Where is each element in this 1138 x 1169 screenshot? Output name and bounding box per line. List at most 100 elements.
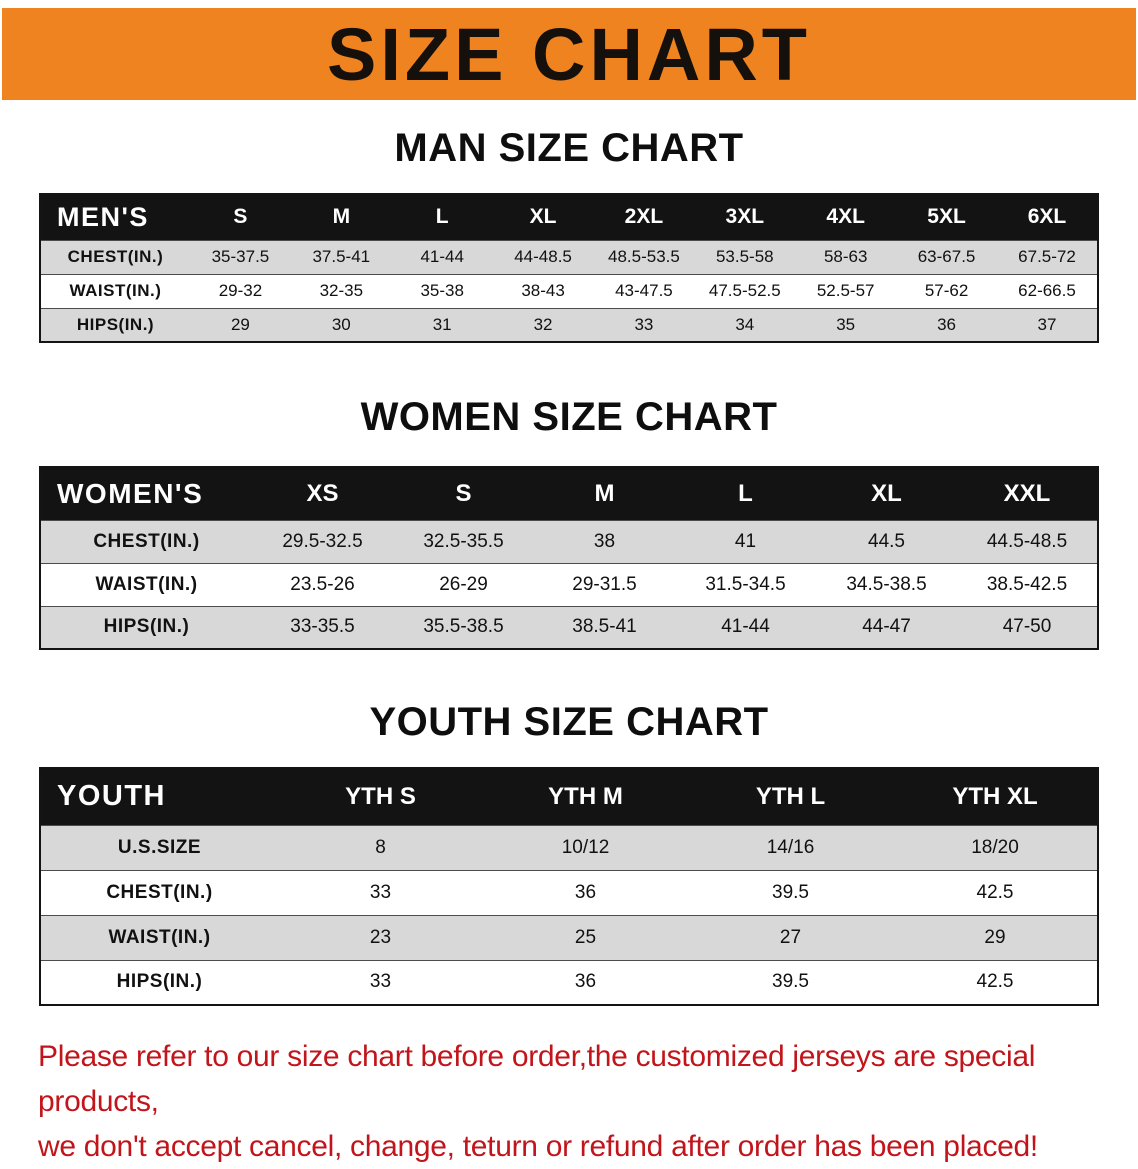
- size-cell: 29: [230, 314, 250, 334]
- size-cell: 48.5-53.5: [608, 247, 680, 266]
- size-cell: 44.5: [868, 530, 905, 552]
- size-cell: 8: [375, 836, 386, 858]
- footer-note: Please refer to our size chart before or…: [38, 1034, 1100, 1169]
- table-row: HIPS(IN.) 33 36 39.5 42.5: [40, 960, 1098, 1005]
- size-cell: 67.5-72: [1018, 247, 1076, 266]
- size-cell: 14/16: [766, 836, 815, 858]
- size-cell: 35.5-38.5: [423, 616, 504, 638]
- size-cell: 37.5-41: [312, 247, 371, 266]
- note-line-1: Please refer to our size chart before or…: [38, 1040, 1036, 1118]
- size-cell: 63-67.5: [917, 247, 976, 266]
- table-row: WAIST(IN.) 23.5-26 26-29 29-31.5 31.5-34…: [40, 563, 1098, 606]
- size-cell: 23: [369, 926, 392, 948]
- size-cell: 36: [574, 971, 597, 993]
- youth-header-row: YOUTH YTH S YTH M YTH L YTH XL: [40, 768, 1098, 825]
- table-row: HIPS(IN.) 33-35.5 35.5-38.5 38.5-41 41-4…: [40, 606, 1098, 649]
- column-header: M: [594, 479, 615, 507]
- table-row: WAIST(IN.) 23 25 27 29: [40, 915, 1098, 960]
- size-cell: 47-50: [1002, 616, 1052, 638]
- size-cell: 43-47.5: [615, 281, 673, 300]
- size-cell: 29-31.5: [572, 573, 637, 595]
- column-header: XL: [529, 205, 557, 229]
- size-cell: 41-44: [721, 616, 770, 638]
- row-label: HIPS(IN.): [76, 314, 155, 334]
- size-cell: 39.5: [772, 881, 809, 903]
- size-cell: 30: [331, 314, 351, 334]
- size-cell: 62-66.5: [1018, 281, 1076, 300]
- size-cell: 32.5-35.5: [423, 530, 504, 552]
- size-cell: 42.5: [976, 881, 1014, 903]
- banner: SIZE CHART: [2, 8, 1136, 100]
- table-row: CHEST(IN.) 35-37.5 37.5-41 41-44 44-48.5…: [40, 240, 1098, 274]
- size-cell: 10/12: [561, 836, 610, 858]
- size-cell: 38-43: [521, 281, 565, 300]
- row-label: WAIST(IN.): [95, 573, 198, 595]
- women-size-table: WOMEN'S XS S M L XL XXL CHEST(IN.) 29.5-…: [39, 466, 1099, 650]
- size-cell: 47.5-52.5: [708, 281, 781, 300]
- column-header: 6XL: [1027, 205, 1067, 229]
- men-header-row: MEN'S S M L XL 2XL 3XL 4XL 5XL 6XL: [40, 194, 1098, 240]
- column-header: YTH L: [755, 782, 826, 810]
- table-row: U.S.SIZE 8 10/12 14/16 18/20: [40, 825, 1098, 870]
- page-title: SIZE CHART: [327, 12, 811, 96]
- table-row: CHEST(IN.) 33 36 39.5 42.5: [40, 870, 1098, 915]
- size-cell: 37: [1037, 314, 1057, 334]
- column-header: S: [455, 479, 472, 507]
- row-label: U.S.SIZE: [117, 836, 202, 858]
- size-cell: 31: [432, 314, 452, 334]
- table-row: WAIST(IN.) 29-32 32-35 35-38 38-43 43-47…: [40, 274, 1098, 308]
- size-cell: 35-38: [420, 281, 464, 300]
- youth-table-title: YOUTH: [57, 780, 166, 813]
- size-cell: 33: [369, 881, 392, 903]
- size-cell: 58-63: [823, 247, 868, 266]
- size-cell: 35: [836, 314, 856, 334]
- size-cell: 38: [593, 530, 616, 552]
- column-header: L: [738, 479, 753, 507]
- table-row: CHEST(IN.) 29.5-32.5 32.5-35.5 38 41 44.…: [40, 520, 1098, 563]
- column-header: S: [233, 205, 248, 229]
- size-cell: 23.5-26: [290, 573, 355, 595]
- column-header: XS: [306, 479, 339, 507]
- size-cell: 26-29: [439, 573, 488, 595]
- row-label: CHEST(IN.): [106, 881, 213, 903]
- size-cell: 29.5-32.5: [282, 530, 363, 552]
- column-header: YTH S: [345, 782, 416, 810]
- size-cell: 44-47: [862, 616, 911, 638]
- size-cell: 34: [735, 314, 755, 334]
- size-cell: 25: [574, 926, 597, 948]
- size-cell: 32-35: [319, 281, 364, 300]
- size-cell: 34.5-38.5: [846, 573, 927, 595]
- size-cell: 42.5: [976, 971, 1014, 993]
- size-cell: 52.5-57: [816, 281, 875, 300]
- column-header: L: [435, 205, 449, 229]
- women-table-title: WOMEN'S: [57, 477, 204, 509]
- size-cell: 36: [937, 314, 957, 334]
- size-cell: 41: [734, 530, 757, 552]
- column-header: 5XL: [927, 205, 966, 229]
- size-cell: 44-48.5: [514, 247, 572, 266]
- column-header: M: [332, 205, 351, 229]
- column-header: 2XL: [624, 205, 664, 229]
- size-cell: 32: [533, 314, 553, 334]
- size-chart-page: SIZE CHART MAN SIZE CHART MEN'S S M L XL…: [0, 8, 1138, 1163]
- women-header-row: WOMEN'S XS S M L XL XXL: [40, 467, 1098, 520]
- men-section-heading: MAN SIZE CHART: [394, 126, 744, 170]
- youth-section: YOUTH SIZE CHART YOUTH YTH S YTH M YTH L…: [0, 700, 1138, 1006]
- size-cell: 29-32: [218, 281, 263, 300]
- size-cell: 41-44: [420, 247, 464, 266]
- column-header: YTH XL: [952, 782, 1038, 810]
- size-cell: 33: [634, 314, 654, 334]
- men-size-table: MEN'S S M L XL 2XL 3XL 4XL 5XL 6XL CHEST…: [39, 193, 1099, 343]
- column-header: 3XL: [725, 205, 765, 229]
- size-cell: 38.5-41: [572, 616, 637, 638]
- row-label: CHEST(IN.): [67, 247, 164, 266]
- size-cell: 38.5-42.5: [986, 573, 1068, 595]
- column-header: XXL: [1003, 479, 1051, 507]
- column-header: XL: [871, 479, 902, 507]
- women-section: WOMEN SIZE CHART WOMEN'S XS S M L XL XXL…: [0, 395, 1138, 650]
- men-table-title: MEN'S: [57, 201, 149, 232]
- women-section-heading: WOMEN SIZE CHART: [360, 395, 778, 439]
- men-section: MAN SIZE CHART MEN'S S M L XL 2XL 3XL 4X…: [0, 126, 1138, 343]
- size-cell: 44.5-48.5: [986, 530, 1068, 552]
- size-cell: 39.5: [772, 971, 809, 993]
